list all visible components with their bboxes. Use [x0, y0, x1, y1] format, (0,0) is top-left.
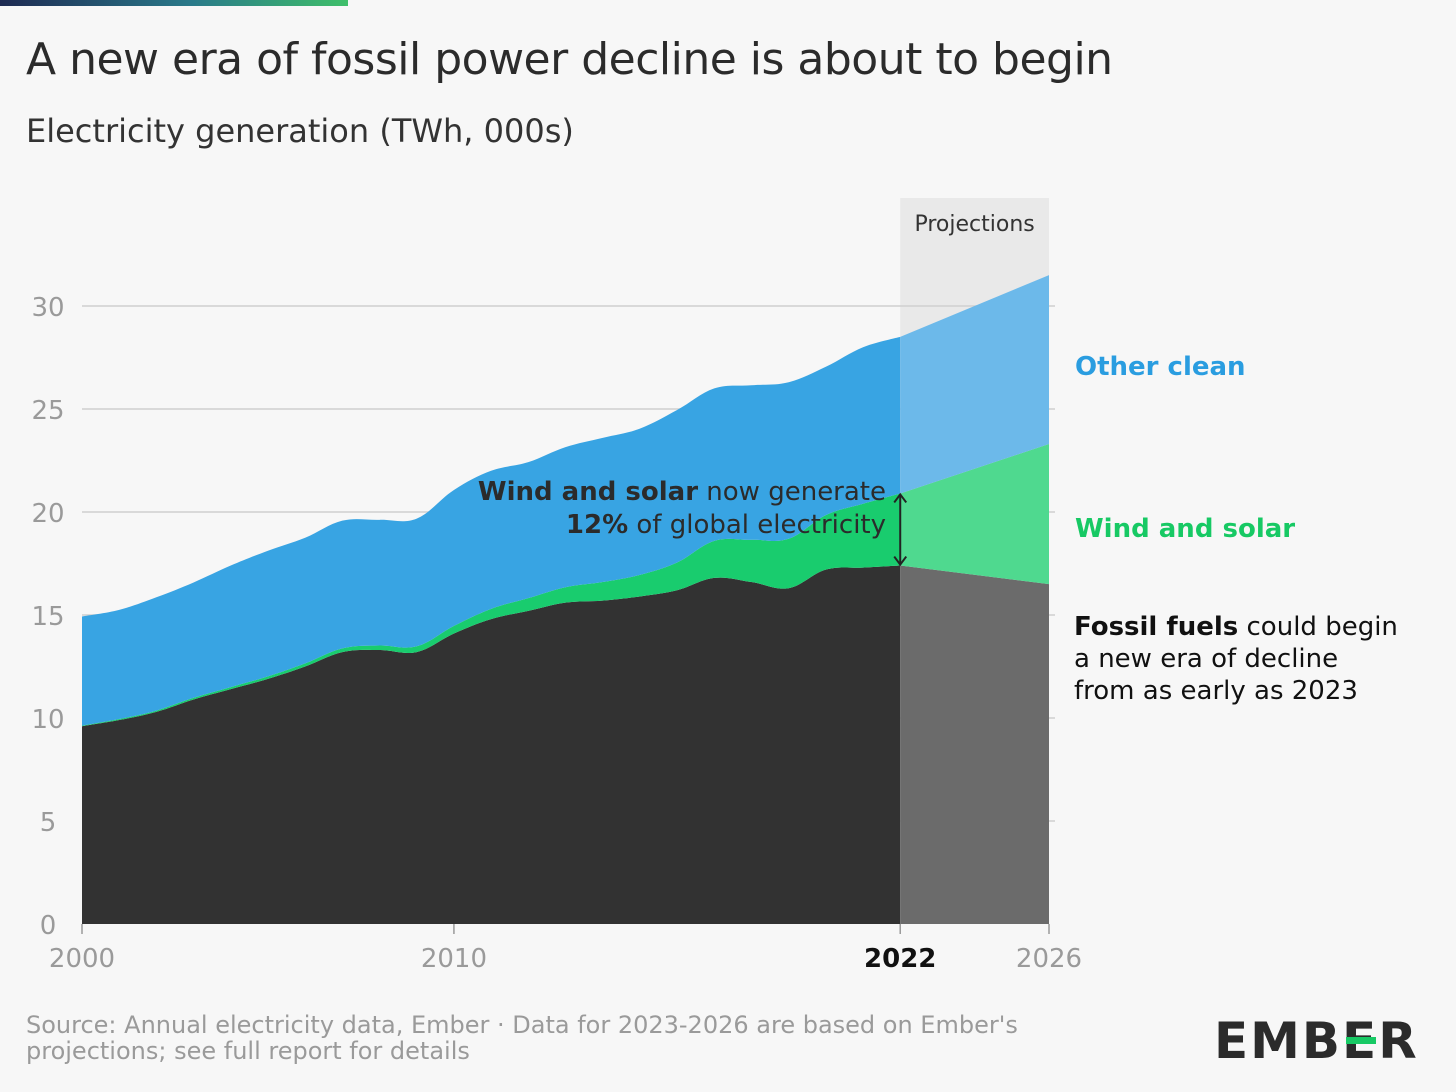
label-wind-solar: Wind and solar [1075, 514, 1296, 544]
area-wind-solar-projection [900, 444, 1049, 585]
area-wind-solar [82, 493, 901, 727]
chart-subtitle: Electricity generation (TWh, 000s) [26, 112, 574, 150]
x-tick-label: 2022 [864, 944, 936, 974]
area-other-clean [82, 336, 901, 726]
y-tick-label: 30 [31, 293, 64, 323]
fossil-bold: Fossil fuels [1074, 612, 1239, 642]
fossil-line1: could begin [1238, 612, 1398, 642]
ann-ws-bold: Wind and solar [477, 477, 699, 507]
y-tick-label: 0 [40, 911, 57, 941]
area-other-clean-projection [900, 275, 1049, 494]
ember-logo: EMBER [1214, 1012, 1419, 1070]
area-fossil-projection [900, 565, 1049, 924]
y-tick-label: 15 [31, 602, 64, 632]
share-arrow-head-bottom [893, 555, 908, 567]
x-tick-label: 2000 [49, 944, 115, 974]
wind-solar-share-annotation: Wind and solar now generate 12% of globa… [478, 476, 886, 542]
share-arrow-head-top [893, 492, 908, 504]
fossil-line3: from as early as 2023 [1074, 676, 1358, 706]
source-note: Source: Annual electricity data, Ember ·… [26, 1011, 1018, 1065]
brand-top-bar [0, 0, 348, 6]
y-tick-label: 5 [40, 808, 57, 838]
chart-title: A new era of fossil power decline is abo… [26, 34, 1113, 85]
ann-ws-rest: now generate [698, 477, 886, 507]
ann-ws-pct: 12% [565, 510, 629, 540]
label-fossil-fuels: Fossil fuels could begin a new era of de… [1074, 611, 1398, 707]
axis-ticks: 0 5 10 15 20 25 30 2000 2010 2022 2026 [31, 293, 1082, 974]
projection-label: Projections [914, 212, 1034, 237]
ann-ws-rest2: of global electricity [628, 510, 886, 540]
y-tick-label: 20 [31, 499, 64, 529]
stacked-areas [82, 275, 1049, 924]
label-other-clean: Other clean [1075, 352, 1246, 382]
y-tick-label: 10 [31, 705, 64, 735]
y-tick-label: 25 [31, 396, 64, 426]
share-arrow-marker [893, 492, 908, 567]
fossil-line2: a new era of decline [1074, 644, 1339, 674]
x-tick-label: 2026 [1016, 944, 1082, 974]
area-fossil [82, 565, 901, 924]
x-tick-label: 2010 [421, 944, 487, 974]
